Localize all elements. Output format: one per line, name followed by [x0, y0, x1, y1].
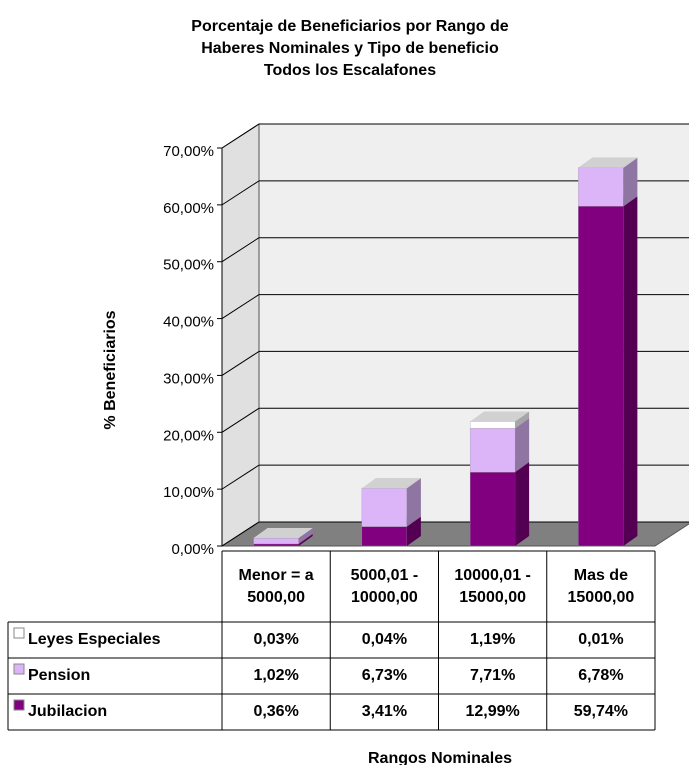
bar-front [469, 428, 516, 473]
category-label: 5000,01 - 10000,00 [350, 566, 419, 606]
y-tick-label: 40,00% [163, 314, 214, 331]
bar-front [361, 488, 408, 527]
table-value: 59,74% [573, 703, 628, 720]
bar-front [361, 526, 408, 547]
bar-front [469, 471, 516, 547]
bar-top [578, 157, 638, 168]
bar-top [361, 478, 421, 489]
table-value: 0,03% [253, 631, 299, 648]
table-value: 1,19% [469, 631, 516, 648]
table-value: 12,99% [465, 703, 520, 720]
legend-swatch [13, 663, 25, 675]
bar-top [253, 527, 313, 538]
bar-side [298, 527, 313, 539]
y-tick-label: 20,00% [163, 427, 214, 444]
grid-line [221, 464, 260, 490]
table-value: 1,02% [253, 667, 299, 684]
table-value: 0,36% [253, 703, 299, 720]
grid-line [221, 407, 260, 433]
y-tick-label: 60,00% [163, 200, 214, 217]
bar-front [253, 538, 299, 545]
grid-line [221, 123, 260, 149]
y-tick-label: 30,00% [163, 370, 214, 387]
table-value: 6,78% [578, 667, 624, 684]
bar-front [469, 421, 516, 429]
y-tick-label: 70,00% [163, 143, 214, 160]
bar-side [623, 196, 638, 546]
table-value: 0,04% [361, 631, 408, 648]
table-value: 6,73% [361, 667, 408, 684]
bar-side [406, 478, 421, 527]
y-tick-label: 10,00% [163, 484, 214, 501]
legend-swatch [13, 627, 25, 639]
bar-side [406, 516, 421, 546]
bar-front [253, 543, 299, 547]
legend-label: Pension [28, 667, 91, 684]
grid-line [221, 237, 260, 263]
bar-side [298, 528, 313, 544]
table-value: 7,71% [469, 667, 516, 684]
category-label: Menor = a 5000,00 [238, 566, 314, 606]
table-value: 3,41% [361, 703, 408, 720]
bar-side [623, 157, 638, 207]
grid-line [221, 351, 260, 376]
table-value: 0,01% [578, 631, 624, 648]
bar-side [406, 478, 421, 489]
bar-top [470, 411, 530, 422]
bar-side [515, 418, 530, 473]
x-axis-label: Rangos Nominales [367, 750, 513, 765]
legend-label: Leyes Especiales [28, 631, 161, 648]
grid-line [221, 180, 260, 206]
bar-side [298, 533, 313, 546]
bar-side [623, 157, 638, 168]
chart-title: Porcentaje de Beneficiarios por Rango de… [191, 18, 509, 79]
category-label: 10000,01 - 15000,00 [454, 566, 531, 606]
side-wall [221, 123, 260, 547]
bar-front [578, 206, 624, 547]
bar-side [515, 462, 530, 546]
legend-label: Jubilacion [28, 703, 108, 720]
grid-line [221, 294, 260, 319]
y-tick-label: 0,00% [171, 541, 214, 558]
y-axis-label: % Beneficiarios [102, 310, 119, 430]
grid-line [221, 521, 260, 547]
bar-side [515, 411, 530, 429]
bar-front [578, 167, 624, 207]
y-tick-label: 50,00% [163, 257, 214, 274]
legend-swatch [13, 699, 25, 711]
category-label: Mas de 15000,00 [567, 566, 635, 606]
